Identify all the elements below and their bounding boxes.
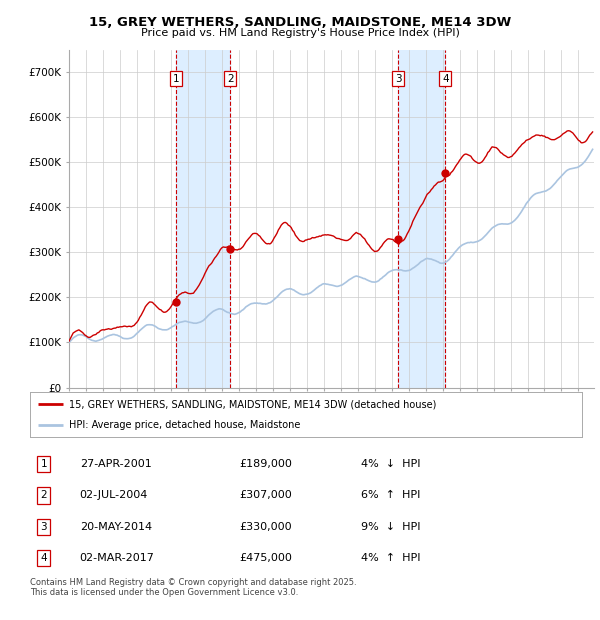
Text: 3: 3 bbox=[40, 521, 47, 531]
Text: 02-MAR-2017: 02-MAR-2017 bbox=[80, 553, 155, 563]
Text: Price paid vs. HM Land Registry's House Price Index (HPI): Price paid vs. HM Land Registry's House … bbox=[140, 28, 460, 38]
Text: 3: 3 bbox=[395, 74, 401, 84]
Text: 15, GREY WETHERS, SANDLING, MAIDSTONE, ME14 3DW: 15, GREY WETHERS, SANDLING, MAIDSTONE, M… bbox=[89, 16, 511, 29]
Text: 15, GREY WETHERS, SANDLING, MAIDSTONE, ME14 3DW (detached house): 15, GREY WETHERS, SANDLING, MAIDSTONE, M… bbox=[68, 399, 436, 409]
Text: 1: 1 bbox=[173, 74, 179, 84]
Text: 20-MAY-2014: 20-MAY-2014 bbox=[80, 521, 152, 531]
Text: 4%  ↓  HPI: 4% ↓ HPI bbox=[361, 459, 421, 469]
Text: 4: 4 bbox=[442, 74, 449, 84]
Bar bbox=[398, 50, 445, 388]
Text: 1: 1 bbox=[40, 459, 47, 469]
Text: £307,000: £307,000 bbox=[240, 490, 293, 500]
Text: 02-JUL-2004: 02-JUL-2004 bbox=[80, 490, 148, 500]
Text: HPI: Average price, detached house, Maidstone: HPI: Average price, detached house, Maid… bbox=[68, 420, 300, 430]
Text: 6%  ↑  HPI: 6% ↑ HPI bbox=[361, 490, 421, 500]
Text: £475,000: £475,000 bbox=[240, 553, 293, 563]
Text: £330,000: £330,000 bbox=[240, 521, 292, 531]
Text: £189,000: £189,000 bbox=[240, 459, 293, 469]
Text: 2: 2 bbox=[40, 490, 47, 500]
Text: 4: 4 bbox=[40, 553, 47, 563]
Bar bbox=[176, 50, 230, 388]
Text: 4%  ↑  HPI: 4% ↑ HPI bbox=[361, 553, 421, 563]
Text: 9%  ↓  HPI: 9% ↓ HPI bbox=[361, 521, 421, 531]
Text: 27-APR-2001: 27-APR-2001 bbox=[80, 459, 151, 469]
Text: 2: 2 bbox=[227, 74, 233, 84]
Text: Contains HM Land Registry data © Crown copyright and database right 2025.
This d: Contains HM Land Registry data © Crown c… bbox=[30, 578, 356, 597]
